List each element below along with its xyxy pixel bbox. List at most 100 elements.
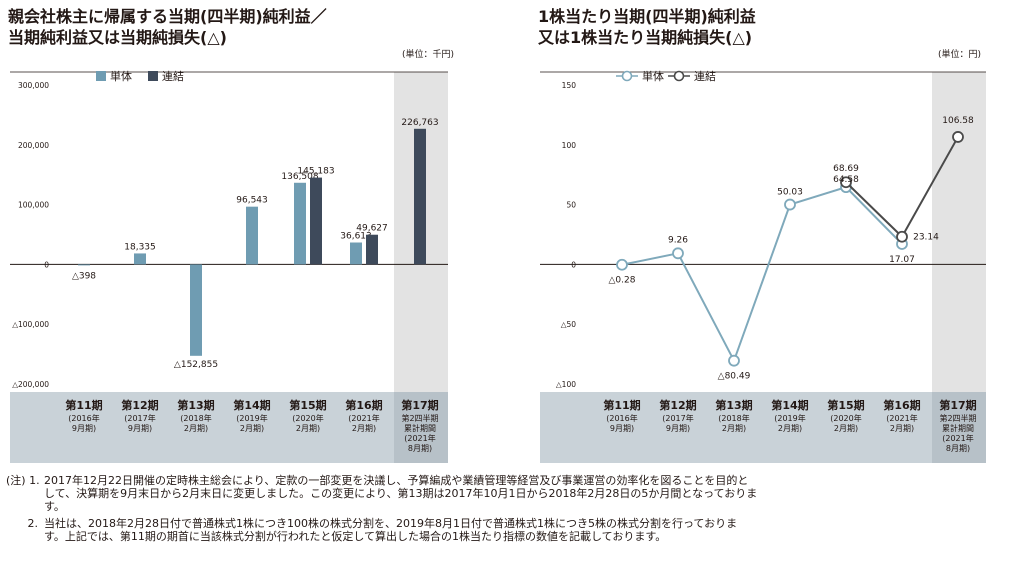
point-single: [728, 354, 740, 367]
line-chart-category-sublabel: (2021年: [886, 413, 917, 423]
bar-chart-category-sublabel: (2020年: [292, 413, 323, 423]
point-data-label: 17.07: [889, 255, 915, 265]
bar-data-label: 18,335: [124, 242, 156, 252]
bar-chart-ytick-label: △200,000: [12, 380, 49, 389]
point-data-label: 68.69: [833, 164, 859, 174]
line-chart-category-sublabel: (2018年: [718, 413, 749, 423]
footnote-1: (注) 1. 2017年12月22日開催の定時株主総会により、定款の一部変更を決議…: [6, 474, 757, 513]
bar-chart-category-label: 第16期: [345, 398, 382, 412]
bar-data-label: △152,855: [174, 360, 218, 370]
line-chart-ytick-label: △100: [556, 380, 576, 389]
line-chart-category-sublabel: (2020年: [830, 413, 861, 423]
bar-data-label: 136,508: [281, 172, 318, 182]
bar-chart-legend-label: 連結: [162, 69, 184, 83]
point-consolidated: [952, 131, 964, 143]
bar-chart-category-sublabel: (2018年: [180, 413, 211, 423]
right-chart-title: 1株当たり当期(四半期)純利益 又は1株当たり当期純損失(△): [538, 6, 756, 48]
line-chart-interim-highlight: [932, 72, 986, 392]
bar-chart-category-sublabel: (2021年: [404, 433, 435, 443]
point-single: [784, 198, 796, 211]
bar-chart-legend-label: 単体: [110, 69, 132, 83]
bar-consolidated: [310, 177, 322, 265]
line-chart-legend-label: 連結: [694, 69, 716, 83]
line-chart-category-label: 第17期: [939, 398, 976, 412]
bar-chart-legend-swatch-consolidated: [148, 71, 158, 81]
footnote-2-line2: す。上記では、第11期の期首に当該株式分割が行われたと仮定して算出した場合の1株…: [44, 530, 667, 543]
bar-chart-category-sublabel: 累計期間: [404, 423, 436, 433]
left-chart-title-line1: 親会社株主に帰属する当期(四半期)純利益／: [8, 7, 327, 26]
bar-chart-category-sublabel: 第2四半期: [401, 413, 438, 423]
footnote-2-line1: 当社は、2018年2月28日付で普通株式1株につき100株の株式分割を、2019…: [44, 517, 738, 530]
bar-chart-interim-band: [394, 392, 448, 463]
line-chart-category-label: 第15期: [827, 398, 864, 412]
line-chart-category-sublabel: 2月期): [890, 424, 914, 433]
line-chart-legend-marker: [621, 70, 633, 82]
bar-single: [246, 206, 258, 265]
bar-chart-legend-swatch-single: [96, 71, 106, 81]
bar-consolidated: [366, 234, 378, 265]
line-chart-ytick-label: 100: [562, 141, 577, 150]
line-chart-category-sublabel: (2019年: [774, 413, 805, 423]
line-single: [621, 186, 903, 364]
bar-data-label: △398: [72, 271, 96, 281]
bar-chart-category-sublabel: 8月期): [408, 444, 432, 453]
bar-data-label: 36,613: [340, 232, 372, 242]
bar-single: [350, 242, 362, 265]
point-data-label: 64.58: [833, 175, 859, 185]
line-chart-legend-label: 単体: [642, 69, 664, 83]
left-chart-title-line2: 当期純利益又は当期純損失(△): [8, 28, 227, 47]
right-chart-title-line2: 又は1株当たり当期純損失(△): [538, 28, 753, 47]
bar-single: [78, 264, 90, 266]
line-chart-category-sublabel: 9月期): [666, 424, 690, 433]
line-chart-category-label: 第16期: [883, 398, 920, 412]
line-chart-ytick-label: 150: [562, 81, 577, 90]
bar-chart-category-sublabel: 2月期): [352, 424, 376, 433]
bar-chart-category-sublabel: 2月期): [240, 424, 264, 433]
bar-chart-category-sublabel: 9月期): [128, 424, 152, 433]
bar-chart-category-label: 第11期: [65, 398, 102, 412]
point-consolidated: [840, 176, 852, 189]
point-data-label: 106.58: [942, 116, 974, 126]
point-data-label: 50.03: [777, 188, 803, 198]
bar-chart-category-label: 第15期: [289, 398, 326, 412]
bar-chart-ytick-label: 200,000: [18, 141, 49, 150]
line-chart-category-sublabel: (2016年: [606, 413, 637, 423]
bar-data-label: 226,763: [401, 118, 438, 128]
line-chart-category-sublabel: (2021年: [942, 433, 973, 443]
line-chart-category-sublabel: 9月期): [610, 424, 634, 433]
bar-chart-category-sublabel: 2月期): [184, 424, 208, 433]
bar-single: [190, 264, 202, 356]
footnote-1-line1: 2017年12月22日開催の定時株主総会により、定款の一部変更を決議し、予算編成…: [44, 474, 749, 487]
right-chart-unit: (単位：円): [938, 50, 982, 60]
footnote-1-line3: す。: [44, 500, 65, 513]
bar-chart-category-label: 第12期: [121, 398, 158, 412]
bar-single: [294, 182, 306, 265]
line-chart-category-label: 第14期: [771, 398, 808, 412]
line-chart-category-label: 第11期: [603, 398, 640, 412]
left-chart-unit: (単位：千円): [402, 50, 455, 60]
bar-chart-category-sublabel: (2016年: [68, 413, 99, 423]
line-chart-category-sublabel: 2月期): [834, 424, 858, 433]
point-single: [672, 247, 684, 260]
line-chart-category-sublabel: 2月期): [778, 424, 802, 433]
footnote-2-number: 2.: [27, 517, 39, 530]
right-chart-title-line1: 1株当たり当期(四半期)純利益: [538, 7, 756, 26]
point-consolidated: [896, 230, 908, 243]
bar-data-label: 96,543: [236, 196, 268, 206]
line-chart-category-sublabel: 8月期): [946, 444, 970, 453]
bar-data-label: 49,627: [356, 224, 388, 234]
line-chart-legend-marker: [673, 70, 685, 82]
line-chart-ytick-label: △50: [561, 320, 577, 329]
bar-chart-category-label: 第17期: [401, 398, 438, 412]
line-chart-category-sublabel: 第2四半期: [939, 413, 976, 423]
left-chart-title: 親会社株主に帰属する当期(四半期)純利益／ 当期純利益又は当期純損失(△): [8, 6, 327, 48]
point-data-label: △80.49: [718, 372, 751, 382]
bar-chart-category-label: 第13期: [177, 398, 214, 412]
point-data-label: 9.26: [668, 235, 688, 245]
footnote-1-number: 1.: [29, 474, 40, 487]
bar-consolidated: [414, 128, 426, 265]
point-single: [616, 258, 628, 271]
footnote-prefix: (注): [6, 474, 26, 487]
line-chart-category-label: 第13期: [715, 398, 752, 412]
